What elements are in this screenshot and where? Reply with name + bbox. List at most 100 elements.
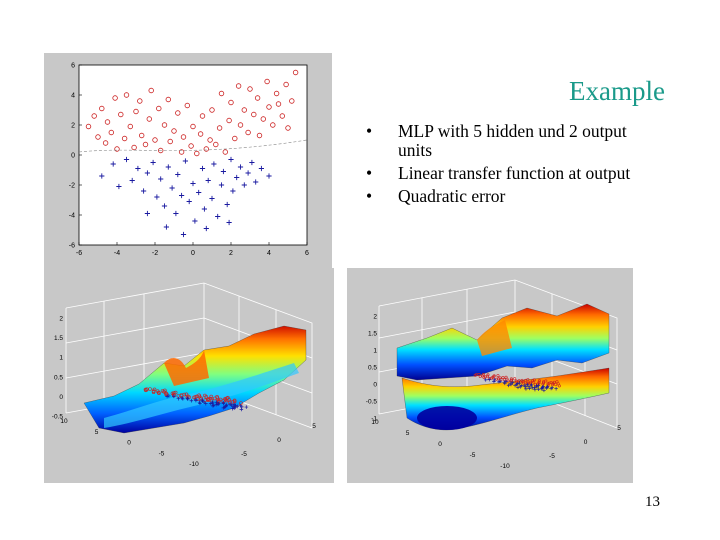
projected-point-plus	[244, 405, 249, 409]
bullet-item: • Quadratic error	[362, 187, 662, 206]
projected-point-plus	[239, 407, 244, 412]
scatter-figure: -6 -4 -2 0 2 4 6 6 4 2 0 -2 -4 -6	[44, 53, 332, 268]
projected-point-plus	[228, 402, 232, 407]
projected-point-circle	[148, 387, 152, 391]
projected-point-plus	[498, 379, 502, 383]
projected-point-circle	[172, 391, 176, 395]
data-point-circle	[121, 135, 128, 142]
data-point-plus	[253, 179, 259, 185]
x-tick-label: 0	[127, 440, 131, 447]
projected-point-plus	[523, 383, 527, 388]
z-tick-label: 0.5	[54, 374, 63, 381]
data-point-circle	[235, 83, 242, 89]
data-point-circle	[146, 116, 152, 122]
z-tick-label: 1.5	[368, 331, 377, 338]
projected-point-plus	[533, 387, 537, 392]
projected-point-circle	[218, 397, 223, 402]
surface-figure-right: 2 1.5 1 0.5 0 -0.5 -110 5 0 -5 -10 -5 0 5	[347, 268, 633, 483]
projected-point-circle	[155, 389, 160, 393]
data-point-circle	[275, 101, 282, 107]
projected-point-plus	[194, 397, 198, 402]
projected-point-circle	[473, 373, 477, 377]
data-point-circle	[184, 102, 190, 109]
bullet-text: MLP with 5 hidden und 2 output units	[398, 121, 627, 160]
x-tick-label: 10	[60, 418, 68, 425]
projected-point-plus	[230, 406, 235, 411]
data-point-plus	[245, 170, 251, 176]
projected-point-plus	[506, 383, 511, 388]
projected-point-plus	[232, 402, 236, 407]
x-tick-label: -4	[114, 250, 120, 257]
projected-point-plus	[180, 396, 184, 400]
x-tick-label: -6	[76, 250, 82, 257]
data-point-plus	[179, 192, 185, 199]
data-point-circle	[226, 117, 232, 124]
projected-point-circle	[163, 388, 167, 393]
data-point-plus	[266, 173, 272, 179]
data-point-circle	[127, 123, 133, 130]
projected-point-circle	[215, 395, 219, 399]
z-tick-label: -0.5	[52, 414, 64, 421]
projected-point-circle	[160, 389, 165, 393]
data-point-circle	[207, 137, 213, 143]
projected-point-circle	[199, 396, 204, 401]
x-tick-label: -2	[152, 250, 158, 257]
data-point-circle	[114, 146, 120, 152]
surface-mesh	[83, 325, 307, 434]
projected-point-plus	[221, 406, 226, 410]
y-tick-label: 0	[584, 439, 588, 446]
projected-point-circle	[492, 375, 496, 379]
projected-point-circle	[520, 378, 524, 382]
y-tick-label: 5	[617, 425, 621, 432]
projected-point-plus	[509, 381, 513, 386]
projected-point-circle	[197, 393, 201, 398]
projected-point-plus	[541, 384, 545, 389]
projected-point-circle	[521, 381, 525, 385]
data-point-circle	[161, 122, 168, 128]
projected-point-circle	[164, 392, 168, 397]
data-point-circle	[137, 98, 143, 104]
y-tick-label: 5	[312, 423, 316, 430]
data-point-circle	[102, 140, 109, 146]
data-point-circle	[285, 125, 291, 131]
bullet-list: • MLP with 5 hidden und 2 output units • L…	[362, 122, 662, 210]
projected-point-plus	[519, 383, 524, 388]
projected-point-circle	[492, 374, 496, 378]
z-tick-label: 2	[373, 314, 377, 321]
projected-point-circle	[179, 394, 184, 398]
data-point-circle	[197, 131, 204, 137]
data-point-plus	[209, 195, 215, 202]
data-point-circle	[245, 129, 251, 136]
data-point-circle	[190, 123, 196, 130]
x-tick-label: -10	[500, 463, 510, 470]
x-tick-label: 4	[267, 250, 271, 257]
projected-point-circle	[182, 392, 186, 397]
projected-point-plus	[221, 401, 226, 405]
projected-point-plus	[554, 386, 558, 391]
projected-point-circle	[232, 398, 237, 403]
projected-point-plus	[550, 385, 554, 390]
data-point-circle	[167, 138, 173, 145]
projected-point-plus	[542, 388, 546, 393]
data-point-circle	[213, 141, 219, 148]
data-point-plus	[116, 183, 122, 190]
data-point-plus	[241, 182, 247, 188]
projected-point-plus	[532, 385, 537, 390]
data-point-plus	[215, 213, 221, 220]
data-point-plus	[224, 201, 230, 208]
data-point-plus	[218, 182, 225, 188]
projected-point-plus	[224, 403, 229, 407]
data-point-circle	[260, 116, 266, 122]
slide-title: Example	[569, 76, 665, 106]
z-tick-label: 0	[373, 382, 377, 389]
bullet-item: • MLP with 5 hidden und 2 output units	[362, 122, 662, 160]
y-tick-label: -2	[69, 183, 75, 190]
projected-point-plus	[198, 401, 202, 406]
bullet-dot-icon: •	[366, 186, 373, 206]
projected-point-circle	[206, 397, 211, 401]
projected-point-circle	[239, 401, 243, 405]
y-tick-label: 6	[71, 63, 75, 70]
data-point-plus	[141, 188, 147, 194]
projected-point-plus	[525, 382, 530, 387]
data-point-circle	[247, 86, 253, 92]
